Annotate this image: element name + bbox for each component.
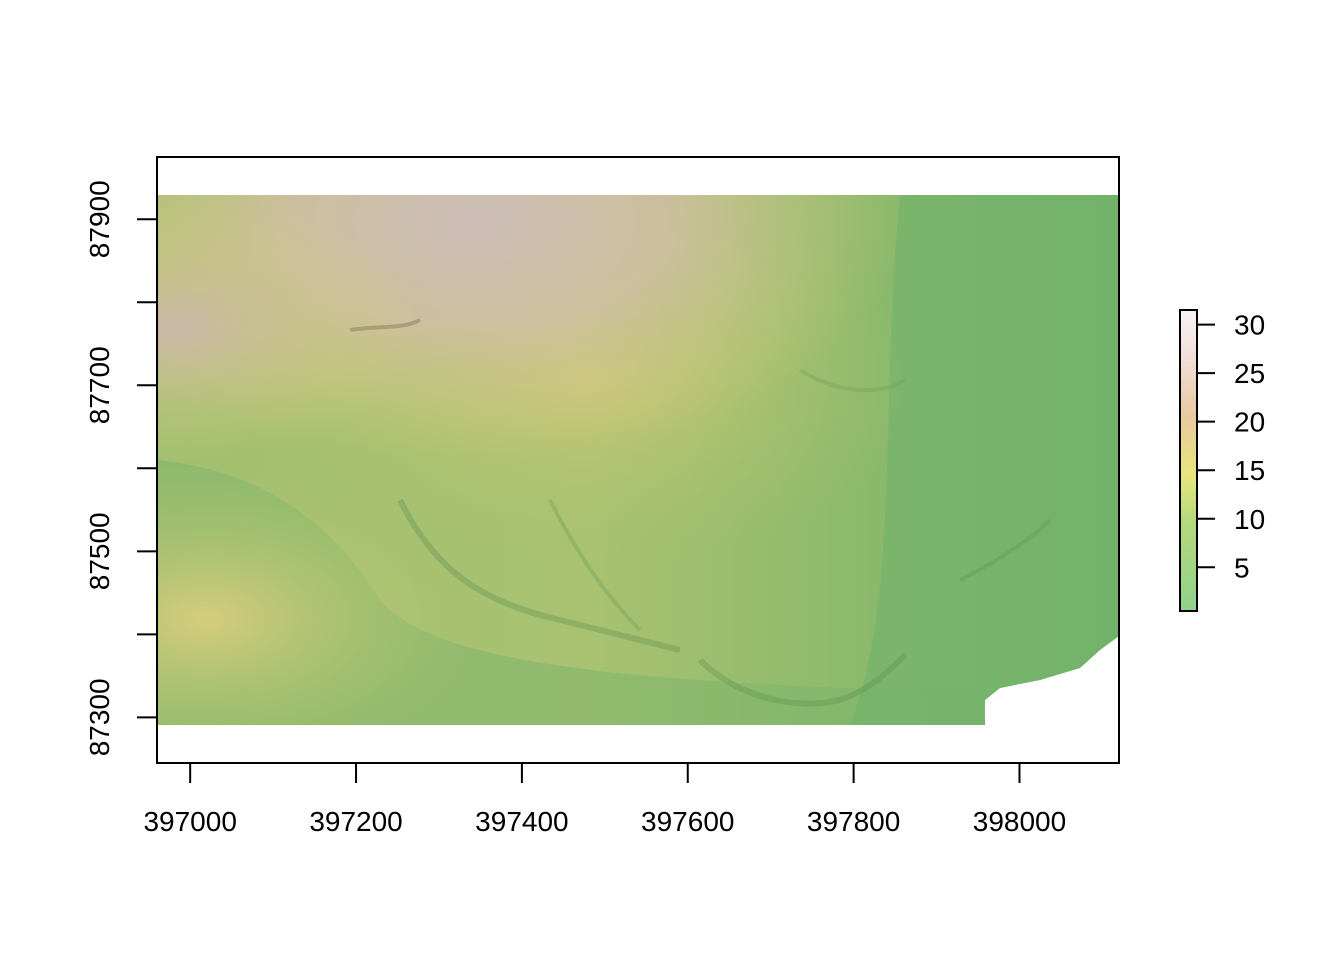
colorbar-tick-label: 30	[1234, 310, 1265, 341]
x-tick-label: 397000	[143, 806, 236, 837]
y-tick-label: 87300	[84, 678, 115, 756]
x-axis: 397000 397200 397400 397600 397800 398000	[143, 763, 1066, 837]
plot-frame	[156, 156, 1120, 764]
x-tick-label: 397200	[309, 806, 402, 837]
x-tick-label: 397800	[807, 806, 900, 837]
y-tick-label: 87900	[84, 180, 115, 258]
ridge-shadow-2	[697, 652, 908, 707]
colorbar-tick-label: 5	[1234, 552, 1250, 583]
ridge-shadow-1	[397, 498, 681, 653]
y-axis: 87300 87500 87700 87900	[84, 180, 157, 756]
colorbar	[1179, 309, 1198, 612]
x-tick-label: 398000	[973, 806, 1066, 837]
ridge-shadow-3	[548, 499, 642, 632]
y-tick-label: 87500	[84, 512, 115, 590]
x-tick-label: 397400	[475, 806, 568, 837]
ridge-shadow-6	[349, 318, 421, 332]
colorbar-tick-label: 25	[1234, 358, 1265, 389]
colorbar-tick-label: 10	[1234, 504, 1265, 535]
east-plain	[850, 195, 1119, 725]
colorbar-tick-label: 15	[1234, 455, 1265, 486]
colorbar-legend: 5 10 15 20 25 30	[1179, 309, 1265, 612]
y-tick-label: 87700	[84, 346, 115, 424]
elevation-raster	[157, 195, 1119, 725]
x-tick-label: 397600	[641, 806, 734, 837]
ridge-shadow-4	[959, 518, 1052, 582]
colorbar-tick-label: 20	[1234, 407, 1265, 438]
ridge-shadow-5	[798, 368, 907, 393]
colorbar-ticks: 5 10 15 20 25 30	[1197, 310, 1265, 583]
